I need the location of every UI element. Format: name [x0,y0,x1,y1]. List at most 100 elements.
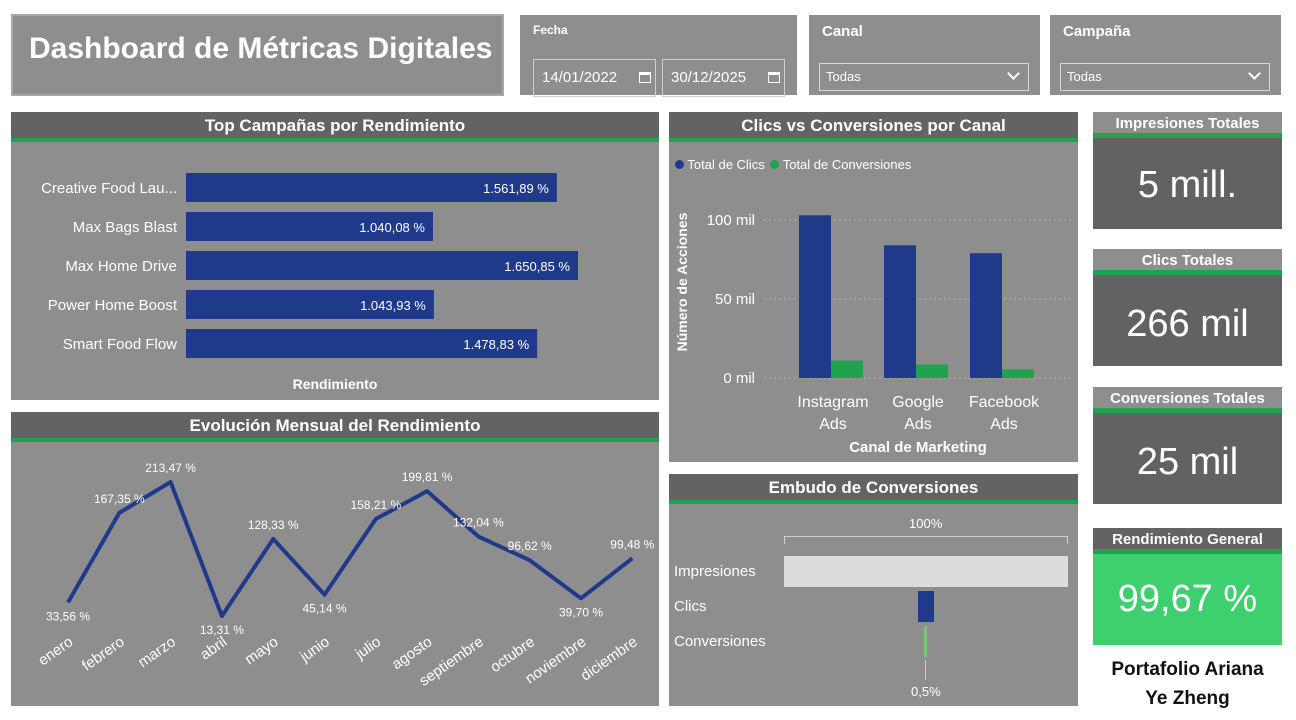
monthly-line [66,480,634,618]
calendar-icon[interactable] [639,72,651,83]
start-date-value: 14/01/2022 [542,69,618,86]
funnel-bottom-label: 0,5% [911,684,941,699]
canal-slicer: Canal Todas [809,15,1040,95]
top-campaigns-chart: Creative Food Lau... 1.561,89 % Max Bags B… [41,173,578,358]
campaign-name: Max Bags Blast [73,219,178,236]
campaign-bar[interactable] [186,173,557,202]
month-tick-label: junio [296,633,333,666]
kpi-rendimiento-label: Rendimiento General [1093,528,1282,554]
funnel-stage-impresiones: Impresiones [674,563,756,580]
legend-conv-dot [770,160,780,169]
legend-conv-label: Total de Conversiones [782,157,912,172]
end-date-value: 30/12/2025 [671,69,747,86]
x-tick-label: Facebook [969,394,1040,411]
canal-selected: Todas [826,69,861,84]
kpi-impresiones-label: Impresiones Totales [1093,112,1282,138]
dashboard-title-box: Dashboard de Métricas Digitales [11,14,504,96]
funnel-stage-conversiones: Conversiones [674,633,766,650]
clics-conv-legend: Total de Clics Total de Conversiones [675,157,911,172]
chevron-down-icon [1248,67,1261,80]
monthly-data-label: 128,33 % [248,518,299,532]
y-tick-label: 0 mil [723,370,755,387]
month-tick-label: enero [35,633,76,669]
x-tick-label: Ads [819,416,847,433]
kpi-clics: Clics Totales 266 mil [1093,249,1282,366]
portfolio-credit: Portafolio Ariana Ye Zheng [1093,655,1282,713]
monthly-data-label: 39,70 % [559,605,603,619]
month-tick-label: julio [352,633,384,663]
date-slicer: Fecha 14/01/2022 30/12/2025 [520,15,797,97]
clics-bar[interactable] [799,215,831,378]
campaign-bar-label: 1.478,83 % [463,337,529,352]
campaign-bar[interactable] [186,329,538,358]
campana-dropdown[interactable]: Todas [1060,63,1270,91]
campaign-bar[interactable] [186,251,578,280]
monthly-data-label: 13,31 % [200,623,244,637]
legend-clics-label: Total de Clics [687,157,765,172]
campaign-bar-label: 1.040,08 % [359,220,425,235]
funnel-bar-clics[interactable] [918,591,934,622]
conversiones-bar[interactable] [1002,369,1034,378]
campaign-bar-label: 1.650,85 % [504,259,570,274]
x-tick-label: Instagram [797,394,868,411]
canal-label: Canal [822,23,863,40]
kpi-impresiones-value: 5 mill. [1137,164,1238,206]
month-tick-label: abril [197,633,230,663]
chevron-down-icon [1007,67,1020,80]
month-tick-label: febrero [79,633,128,674]
month-tick-label: diciembre [578,633,641,684]
kpi-rendimiento: Rendimiento General 99,67 % [1093,528,1282,645]
kpi-conversiones-label: Conversiones Totales [1093,387,1282,413]
campaign-name: Smart Food Flow [63,336,177,353]
month-tick-label: mayo [242,633,282,668]
conversiones-bar[interactable] [831,360,863,378]
date-slicer-label: Fecha [533,23,568,37]
portfolio-line1: Portafolio Ariana [1111,659,1264,680]
funnel-bar-conversiones[interactable] [924,626,927,657]
monthly-title: Evolución Mensual del Rendimiento [11,412,659,442]
kpi-clics-label: Clics Totales [1093,249,1282,275]
top-campaigns-title: Top Campañas por Rendimiento [11,112,659,142]
kpi-impresiones: Impresiones Totales 5 mill. [1093,112,1282,229]
funnel-bar-impresiones[interactable] [784,556,1068,587]
campana-selected: Todas [1067,69,1102,84]
campaign-name: Power Home Boost [48,297,178,314]
funnel-stage-clics: Clics [674,598,707,615]
clics-bar[interactable] [884,245,916,378]
kpi-clics-value: 266 mil [1126,303,1249,345]
monthly-data-label: 45,14 % [302,602,346,616]
x-axis-label: Canal de Marketing [849,439,987,456]
x-tick-label: Ads [904,416,932,433]
campaign-bar-label: 1.561,89 % [483,181,549,196]
campaign-bar[interactable] [186,290,434,319]
funnel-top-label: 100% [909,516,943,531]
kpi-conversiones: Conversiones Totales 25 mil [1093,387,1282,504]
x-tick-label: Google [892,394,944,411]
funnel-bottom-tick [925,660,926,680]
monthly-data-label: 158,21 % [350,498,401,512]
top-campaigns-xlabel: Rendimiento [292,376,378,392]
conversiones-bar[interactable] [916,364,948,378]
kpi-conversiones-value: 25 mil [1136,441,1239,483]
start-date-field[interactable]: 14/01/2022 [533,59,656,97]
calendar-icon[interactable] [768,72,780,83]
y-tick-label: 100 mil [707,212,755,229]
x-tick-label: Ads [990,416,1018,433]
campaign-bar[interactable] [186,212,433,241]
campaign-name: Creative Food Lau... [41,180,177,197]
canal-dropdown[interactable]: Todas [819,63,1029,91]
top-campaigns-panel: Top Campañas por Rendimiento Creative Fo… [11,112,659,400]
monthly-data-label: 99,48 % [610,537,654,551]
monthly-chart: 33,56 % enero 167,35 % febrero 213,47 % marzo… [35,461,655,690]
campaign-bar-label: 1.043,93 % [360,298,426,313]
clics-conv-chart: 0 mil 50 mil 100 mil Número de Acciones Inst… [674,212,1073,456]
monthly-data-label: 33,56 % [46,609,90,623]
y-axis-label: Número de Acciones [674,212,690,351]
end-date-field[interactable]: 30/12/2025 [662,59,785,97]
monthly-panel: Evolución Mensual del Rendimiento 33,56 … [11,412,659,706]
clics-bar[interactable] [970,253,1002,378]
legend-clics-dot [675,160,684,169]
month-tick-label: marzo [135,633,179,671]
page-title: Dashboard de Métricas Digitales [29,32,493,65]
clics-conv-panel: Clics vs Conversiones por Canal Total de… [669,112,1078,462]
